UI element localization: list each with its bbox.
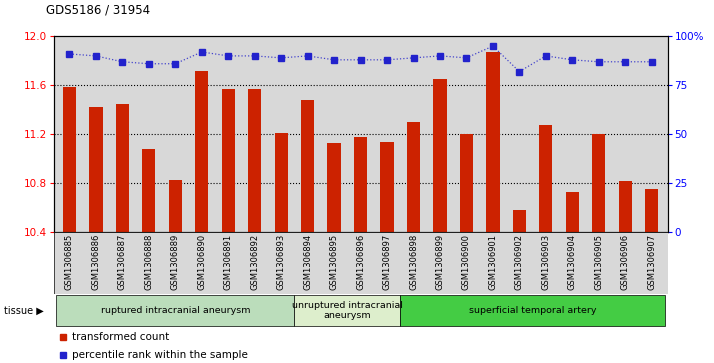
Text: percentile rank within the sample: percentile rank within the sample xyxy=(72,350,248,360)
Text: GSM1306893: GSM1306893 xyxy=(276,233,286,290)
Bar xyxy=(645,189,658,232)
Text: superficial temporal artery: superficial temporal artery xyxy=(469,306,596,315)
Text: GSM1306900: GSM1306900 xyxy=(462,233,471,290)
Text: GSM1306902: GSM1306902 xyxy=(515,233,524,290)
Text: GSM1306890: GSM1306890 xyxy=(197,233,206,290)
Text: GSM1306905: GSM1306905 xyxy=(594,233,603,290)
FancyBboxPatch shape xyxy=(294,295,401,326)
Bar xyxy=(513,210,526,232)
Text: GSM1306892: GSM1306892 xyxy=(250,233,259,290)
Text: GSM1306901: GSM1306901 xyxy=(488,233,498,290)
Text: GSM1306897: GSM1306897 xyxy=(383,233,391,290)
Text: GSM1306904: GSM1306904 xyxy=(568,233,577,290)
Text: GSM1306894: GSM1306894 xyxy=(303,233,312,290)
Bar xyxy=(592,134,605,232)
Text: GSM1306895: GSM1306895 xyxy=(330,233,338,290)
FancyBboxPatch shape xyxy=(401,295,665,326)
Text: GSM1306896: GSM1306896 xyxy=(356,233,365,290)
Text: GSM1306899: GSM1306899 xyxy=(436,233,445,290)
Bar xyxy=(169,180,182,232)
Text: GSM1306889: GSM1306889 xyxy=(171,233,180,290)
FancyBboxPatch shape xyxy=(56,295,294,326)
Bar xyxy=(275,133,288,232)
Text: tissue ▶: tissue ▶ xyxy=(4,305,44,315)
Text: GSM1306907: GSM1306907 xyxy=(647,233,656,290)
Text: unruptured intracranial
aneurysm: unruptured intracranial aneurysm xyxy=(292,301,403,320)
Text: transformed count: transformed count xyxy=(72,332,169,342)
Bar xyxy=(565,192,579,232)
Text: GSM1306898: GSM1306898 xyxy=(409,233,418,290)
Bar xyxy=(460,134,473,232)
Text: ruptured intracranial aneurysm: ruptured intracranial aneurysm xyxy=(101,306,250,315)
Bar xyxy=(407,122,420,232)
Text: GDS5186 / 31954: GDS5186 / 31954 xyxy=(46,3,151,16)
Text: GSM1306906: GSM1306906 xyxy=(620,233,630,290)
Text: GSM1306885: GSM1306885 xyxy=(65,233,74,290)
Bar xyxy=(195,71,208,232)
Bar xyxy=(381,142,393,232)
Bar xyxy=(486,52,500,232)
Bar xyxy=(539,125,553,232)
Bar xyxy=(142,149,156,232)
Bar xyxy=(354,137,367,232)
Bar xyxy=(328,143,341,232)
Bar xyxy=(89,107,103,232)
Bar xyxy=(248,89,261,232)
Bar xyxy=(301,100,314,232)
Text: GSM1306887: GSM1306887 xyxy=(118,233,127,290)
Bar xyxy=(63,86,76,232)
Text: GSM1306888: GSM1306888 xyxy=(144,233,154,290)
Text: GSM1306886: GSM1306886 xyxy=(91,233,101,290)
Text: GSM1306903: GSM1306903 xyxy=(541,233,550,290)
Bar xyxy=(433,79,446,232)
FancyBboxPatch shape xyxy=(54,232,668,294)
Text: GSM1306891: GSM1306891 xyxy=(223,233,233,290)
Bar xyxy=(221,89,235,232)
Bar xyxy=(618,181,632,232)
Bar xyxy=(116,104,129,232)
